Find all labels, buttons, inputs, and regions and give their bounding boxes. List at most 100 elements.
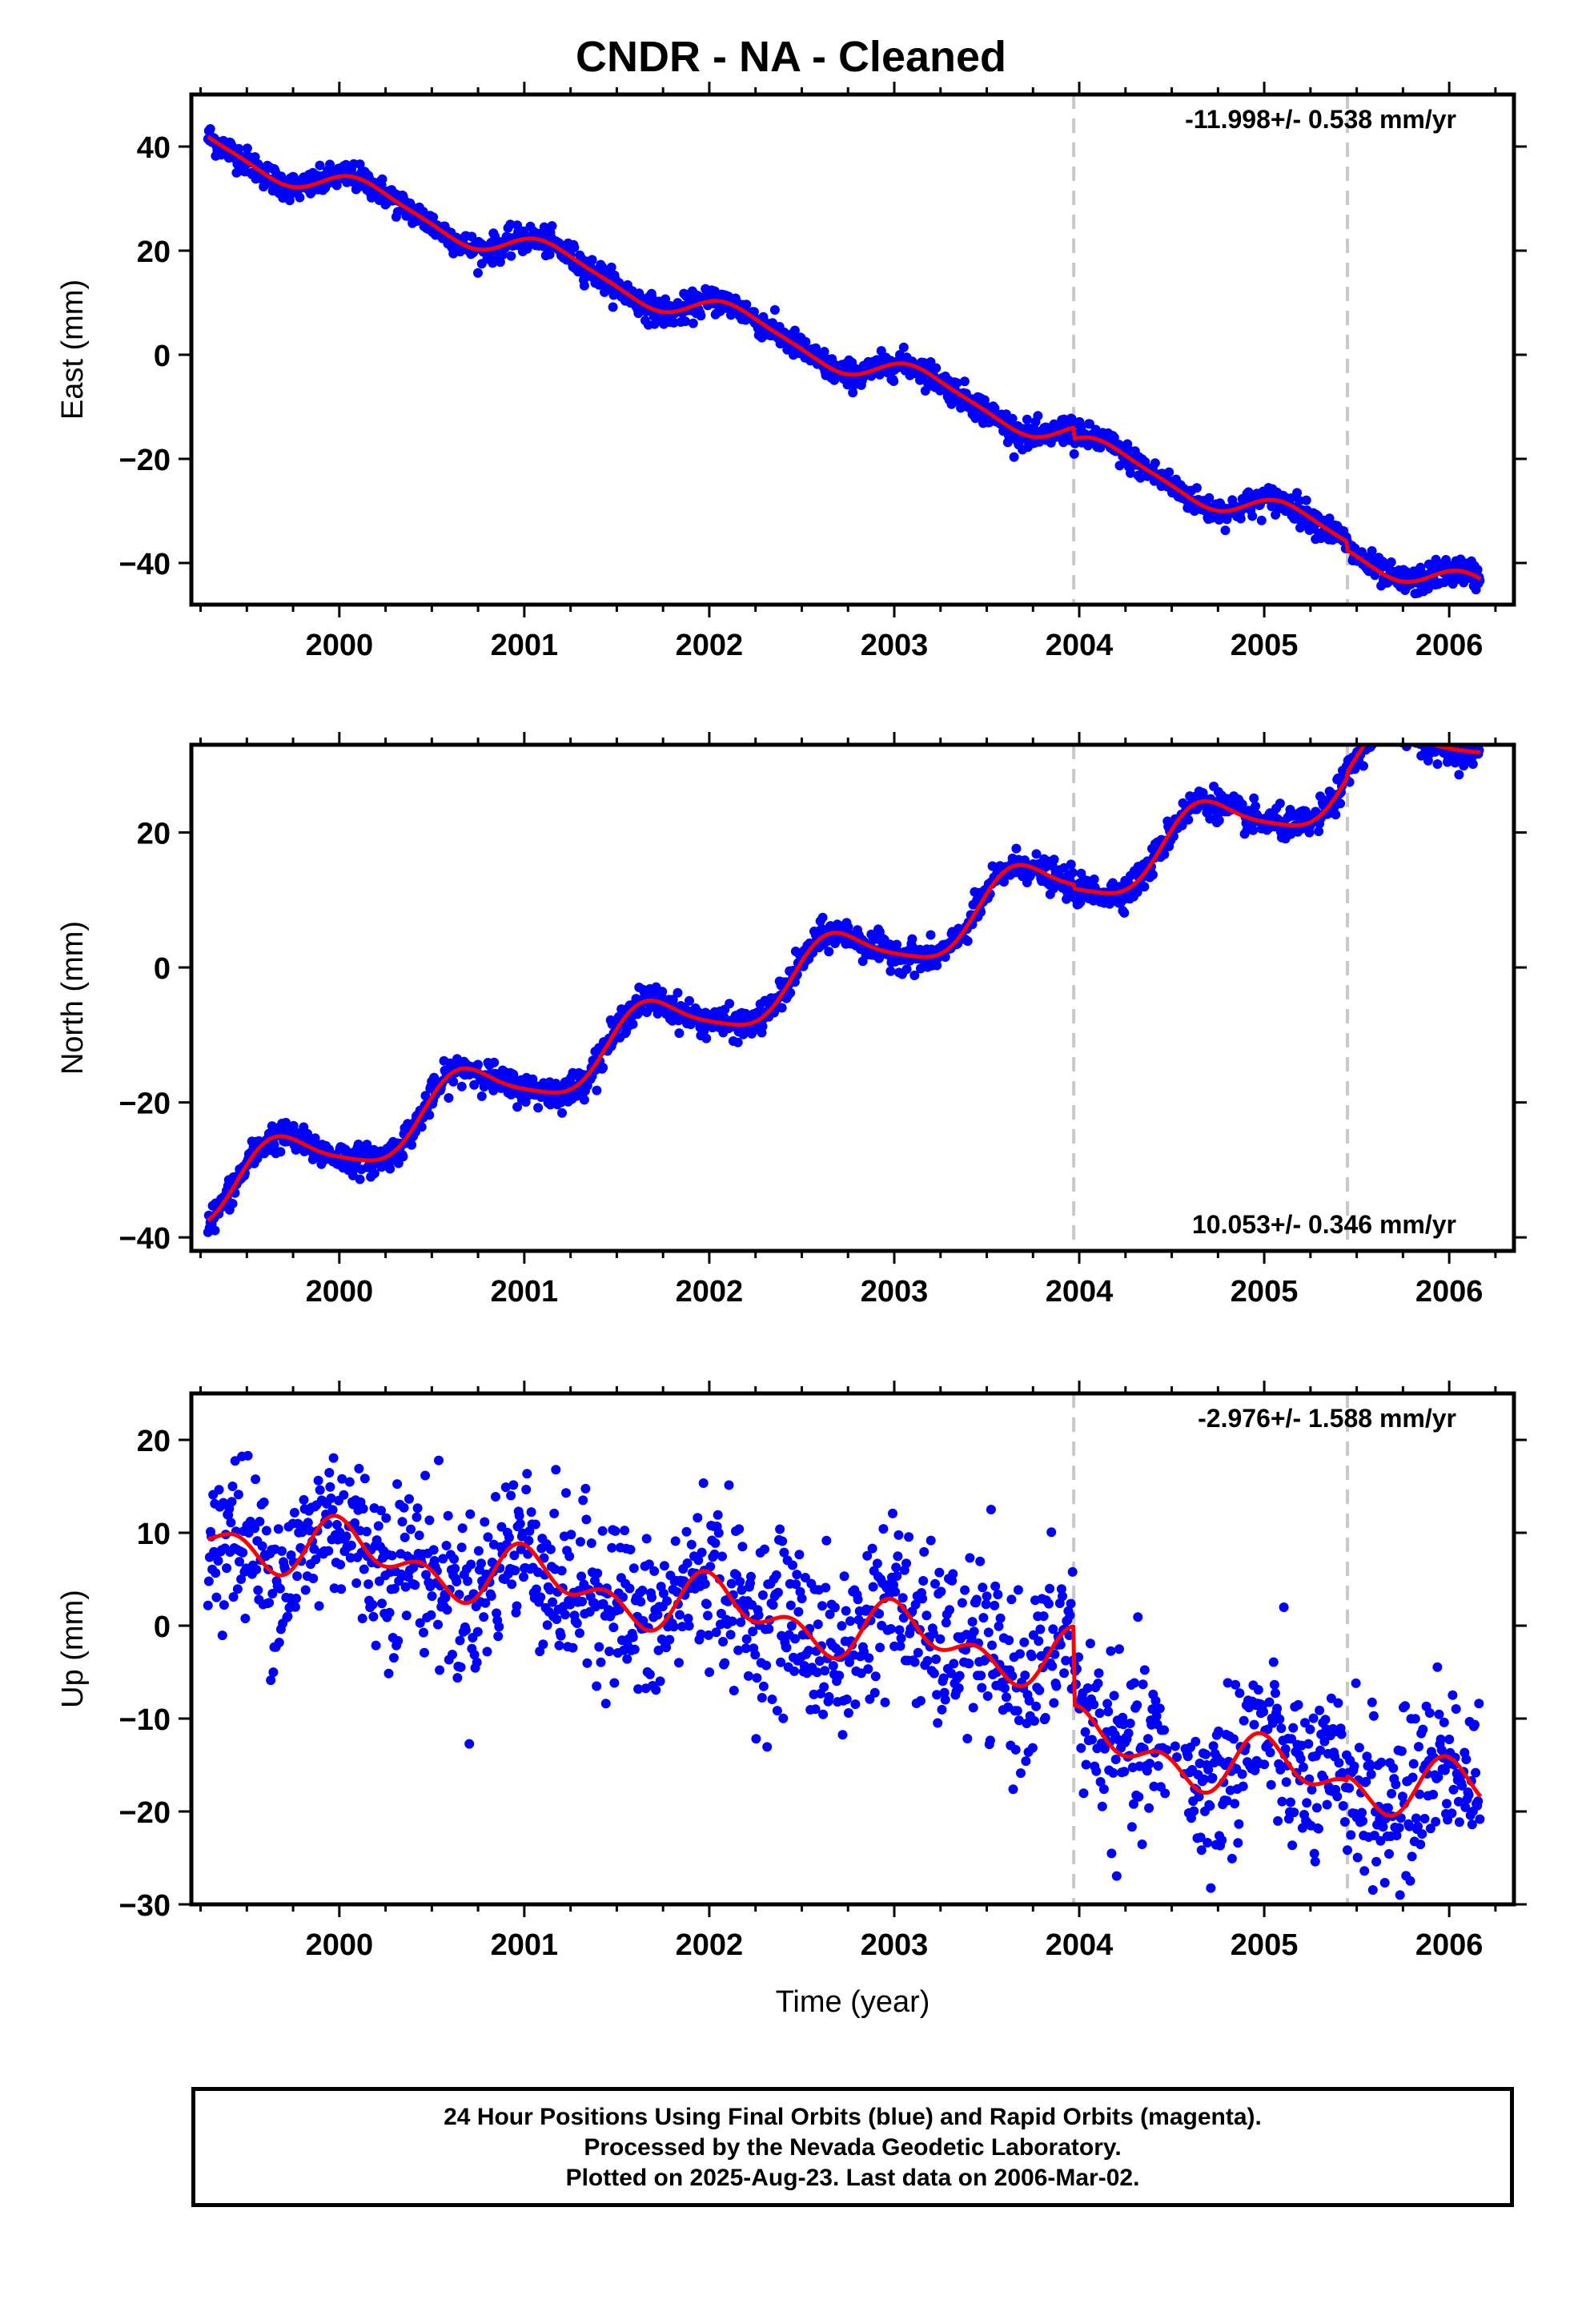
data-point — [1383, 1803, 1393, 1813]
data-point — [1097, 1801, 1107, 1811]
data-point — [1396, 1746, 1407, 1756]
data-point — [1475, 1814, 1485, 1824]
data-point — [628, 1563, 639, 1574]
data-point — [919, 1546, 930, 1557]
data-point — [1332, 1791, 1343, 1802]
data-point — [750, 1650, 761, 1660]
plot-frame — [189, 742, 1516, 1253]
data-point — [456, 1081, 467, 1092]
data-point — [890, 1586, 901, 1597]
data-point — [452, 1577, 462, 1586]
data-point — [620, 1526, 630, 1536]
data-point — [853, 1594, 863, 1605]
data-point — [895, 1641, 905, 1651]
data-point — [1309, 1848, 1319, 1859]
data-point — [878, 1524, 889, 1534]
data-point — [926, 1535, 936, 1546]
data-point — [1047, 1661, 1058, 1671]
data-point — [463, 1576, 473, 1586]
data-point — [1370, 734, 1379, 743]
data-point — [269, 1140, 279, 1150]
data-point — [1203, 1764, 1214, 1775]
data-point — [709, 1549, 720, 1559]
data-point — [1281, 1777, 1291, 1787]
data-point — [1362, 1751, 1372, 1762]
data-point — [1361, 1776, 1371, 1787]
data-point — [1074, 1652, 1084, 1663]
data-point — [964, 1659, 974, 1669]
data-point — [384, 1607, 395, 1618]
data-point — [267, 1589, 278, 1598]
data-point — [506, 1490, 516, 1501]
data-point — [1111, 1871, 1122, 1881]
data-point — [514, 1510, 524, 1521]
data-point — [1191, 483, 1202, 493]
data-point — [1231, 1679, 1241, 1690]
data-point — [1010, 1744, 1021, 1755]
data-point — [268, 1667, 279, 1678]
data-point — [281, 1117, 291, 1128]
data-point — [275, 1583, 285, 1594]
data-point — [367, 1599, 378, 1610]
data-point — [1106, 1848, 1117, 1859]
data-point — [512, 1601, 522, 1611]
data-point — [1381, 720, 1391, 730]
data-point — [1472, 565, 1483, 575]
data-point — [414, 1530, 424, 1541]
data-point — [1035, 1624, 1046, 1634]
data-point — [1207, 1773, 1218, 1783]
data-point — [1367, 1885, 1378, 1895]
data-point — [337, 1474, 347, 1484]
data-point — [289, 1507, 299, 1518]
data-point — [500, 1482, 511, 1493]
data-point — [227, 1199, 238, 1208]
data-point — [789, 325, 800, 336]
data-point — [834, 1671, 845, 1681]
model-curve — [207, 1514, 1483, 1818]
data-point — [1397, 1791, 1407, 1802]
data-point — [1360, 731, 1370, 741]
data-point — [1087, 1735, 1097, 1745]
data-point — [1303, 1739, 1314, 1749]
data-point — [686, 1539, 697, 1550]
data-point — [1024, 1695, 1034, 1706]
data-point — [1085, 419, 1094, 429]
data-point — [363, 1579, 374, 1590]
data-point — [779, 1547, 789, 1558]
data-point — [817, 912, 828, 923]
data-point — [476, 1558, 486, 1569]
data-point — [850, 1699, 861, 1710]
data-point — [362, 1140, 372, 1150]
data-point — [560, 1610, 570, 1620]
data-point — [1149, 1781, 1159, 1791]
data-point — [705, 1562, 716, 1572]
data-point — [568, 1642, 578, 1653]
data-point — [1249, 793, 1259, 803]
data-point — [636, 1597, 646, 1607]
data-point — [476, 1091, 487, 1101]
x-tick-label: 2003 — [861, 1275, 929, 1309]
data-point — [1395, 1813, 1406, 1823]
data-point — [336, 1584, 347, 1594]
data-point — [701, 1033, 712, 1043]
data-point — [999, 877, 1009, 887]
data-point — [443, 1510, 453, 1521]
data-point — [1229, 1734, 1239, 1744]
data-point — [1346, 1830, 1356, 1840]
data-point — [1234, 1819, 1244, 1829]
data-point — [960, 1585, 970, 1595]
data-point — [670, 1536, 681, 1546]
data-point — [1383, 723, 1392, 733]
data-point — [941, 1618, 951, 1628]
data-point — [1339, 1817, 1350, 1827]
data-point — [932, 960, 942, 971]
data-point — [1076, 1743, 1086, 1753]
data-point — [456, 1662, 466, 1672]
data-point — [1367, 1697, 1377, 1707]
data-point — [1399, 723, 1408, 733]
data-point — [232, 1584, 243, 1594]
data-point — [705, 1667, 715, 1678]
data-point — [1405, 1876, 1415, 1886]
data-point — [328, 1453, 339, 1463]
data-point — [515, 1518, 525, 1529]
